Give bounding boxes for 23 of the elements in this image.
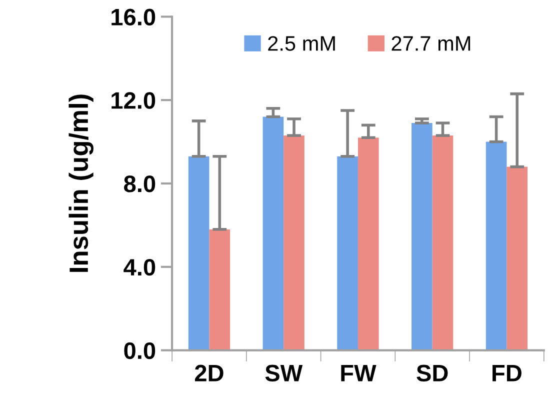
x-tick-label: SD [416, 364, 448, 382]
y-tick-label: 4.0 [124, 258, 156, 276]
bar [262, 116, 284, 350]
y-tick-label: 16.0 [112, 8, 156, 26]
bar [486, 142, 507, 350]
x-tick-label: SW [265, 364, 303, 382]
bar [284, 136, 304, 350]
y-tick-label: 0.0 [124, 342, 156, 360]
x-tick-label: FW [341, 365, 376, 382]
bar [412, 123, 432, 350]
bar [506, 166, 528, 350]
bar [188, 156, 210, 350]
x-tick-label: 2D [194, 364, 224, 382]
bar [209, 229, 230, 350]
bar [358, 138, 379, 350]
bar [337, 156, 358, 350]
y-axis-title: Insulin (ug/ml) [68, 94, 94, 272]
x-tick-label: FD [492, 365, 522, 382]
y-tick-label: 12.0 [112, 92, 156, 109]
bar [432, 136, 454, 350]
y-tick-label: 8.0 [124, 176, 156, 192]
legend-label: 27.7 mM [392, 36, 470, 51]
legend-label: 2.5 mM [268, 36, 335, 51]
